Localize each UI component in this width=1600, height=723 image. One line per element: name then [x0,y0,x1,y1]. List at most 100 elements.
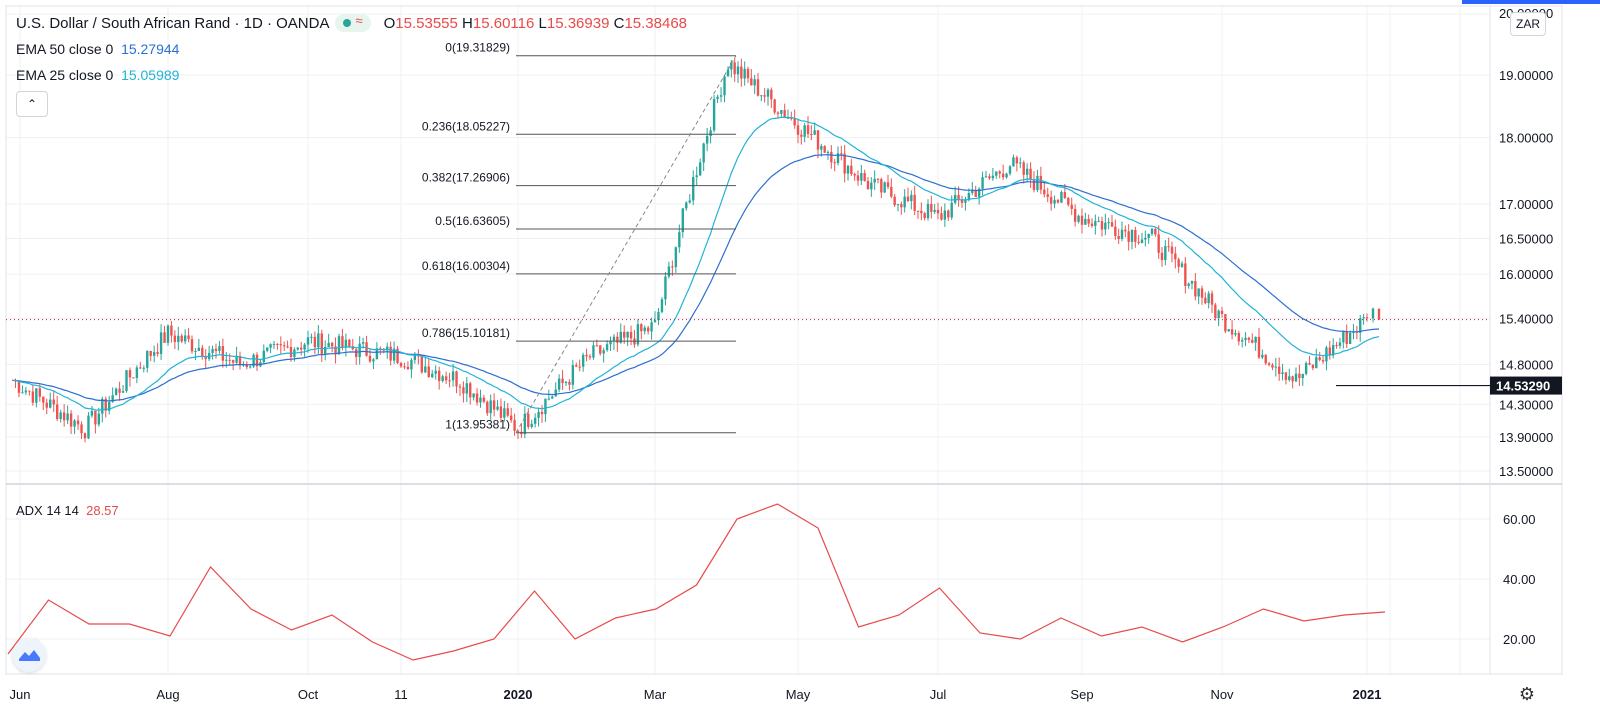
candle-body [289,347,293,357]
candle-body [923,213,926,219]
candle [392,341,396,364]
ema25-line [11,116,1380,411]
candle [716,94,719,103]
candle-body [1257,336,1261,358]
candle-body [149,350,152,356]
candle-body [231,360,235,363]
price-axis[interactable]: 20.0000019.0000018.0000017.0000016.50000… [1499,6,1553,479]
high-value: 15.60116 [472,14,535,32]
tradingview-logo-icon[interactable] [12,638,46,672]
candle-body [880,179,883,193]
candle-body [763,95,766,97]
candle-body [506,408,509,416]
currency-button[interactable]: ZAR [1510,12,1546,36]
candle [207,345,211,362]
candle [1094,214,1097,235]
candle-body [1043,189,1046,195]
candle-body [561,378,564,384]
candle-body [83,433,87,439]
candle-body [427,366,430,378]
candle-body [1204,297,1207,304]
candle-body [557,378,561,390]
candle [1371,307,1375,323]
candle-body [953,194,957,203]
candle [602,347,605,363]
candle-body [1291,376,1294,382]
candle [816,129,820,159]
candle [1217,309,1220,327]
candle-body [80,424,83,434]
candle-body [716,96,719,100]
candle-body [605,344,609,351]
gear-icon[interactable]: ⚙ [1518,684,1536,704]
candle-body [636,324,640,345]
candle-body [1247,337,1251,340]
candle [578,359,581,372]
candle-body [399,363,403,367]
candle-body [653,320,657,323]
candle [609,336,612,352]
candle-body [35,388,38,403]
candle-body [688,200,691,203]
collapse-legend-button[interactable]: ⌃ [16,91,48,117]
candle-body [303,344,306,350]
candle [434,365,437,380]
candle [619,323,622,344]
candle-body [816,130,820,150]
candle [194,348,197,360]
candle [330,341,334,353]
candle-body [1154,228,1157,235]
adx-legend[interactable]: ADX 14 14 28.57 [16,503,119,518]
candle [1110,214,1114,227]
candle [930,195,933,219]
candle [833,159,836,172]
candle-body [125,370,128,392]
candle-body [674,247,678,268]
candle-body [1117,236,1120,239]
candle-body [437,370,441,381]
candle-body [743,68,746,79]
fib-level-label: 0.236(18.05227) [422,119,510,133]
candle-body [783,110,786,118]
candle-body [1029,168,1032,181]
candle-body [118,388,121,393]
fibonacci-retracement[interactable]: 0(19.31829) 0.236(18.05227) 0.382(17.26906… [422,41,737,434]
open-value: 15.53555 [395,14,458,32]
candle [252,353,255,369]
candle [568,379,571,391]
candle-body [1104,222,1107,230]
candle-body [936,209,940,214]
candle-body [612,336,616,341]
candle [856,170,860,186]
candle [80,421,83,440]
candle-body [863,173,866,181]
candle-body [283,345,286,347]
market-status-badge[interactable]: ≈ [335,13,372,32]
candle-body [554,389,557,397]
candle-body [940,213,943,220]
candle [1184,257,1187,294]
candle [1056,199,1060,204]
time-axis[interactable]: Jun Aug Oct 11 2020 Mar May Jul Sep Nov 2021 [10,687,1382,702]
candle [197,338,201,352]
candle-body [1304,363,1308,374]
candle [218,340,221,354]
candle [1365,313,1369,322]
candle [733,58,736,82]
ema25-value: 15.05989 [121,67,180,83]
candle [146,350,149,373]
candle [756,73,760,97]
ema25-legend[interactable]: EMA 25 close 0 15.05989 [16,67,179,83]
candle [916,210,920,219]
candle [286,340,289,349]
candle-body [1345,331,1348,344]
candle [657,308,660,326]
candle-body [678,232,681,248]
candle-body [933,209,936,212]
ema50-legend[interactable]: EMA 50 close 0 15.27944 [16,41,179,57]
candle-body [1251,339,1254,343]
candle [17,380,21,398]
candle [581,352,585,372]
ema50-value: 15.27944 [121,41,180,57]
